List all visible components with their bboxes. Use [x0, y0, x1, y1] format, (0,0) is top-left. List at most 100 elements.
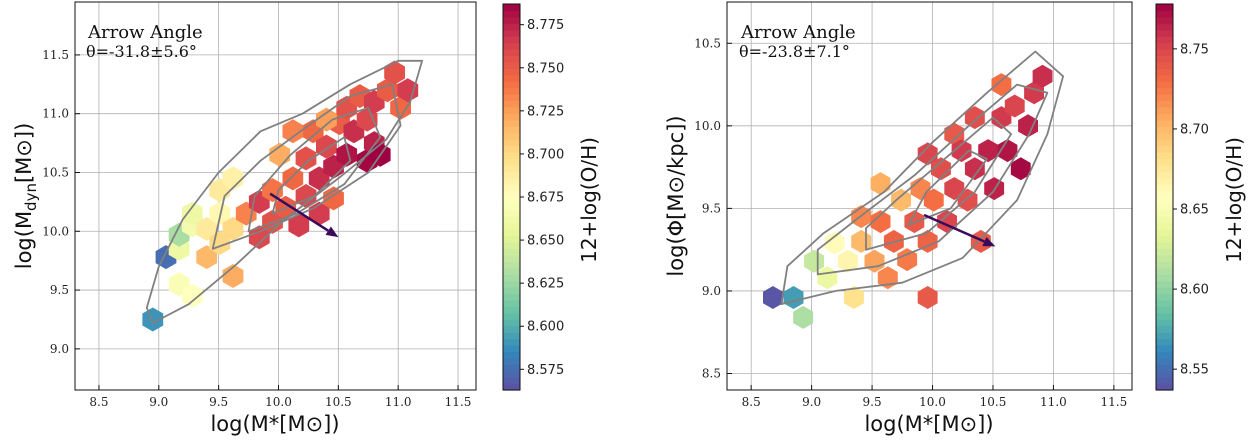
right-colorbar-segment — [1156, 133, 1173, 140]
right-colorbar-tick-label: 8.70 — [1180, 122, 1209, 137]
left-colorbar-tick-label: 8.650 — [527, 234, 564, 249]
left-colorbar-segment — [503, 371, 520, 378]
left-colorbar-segment — [503, 210, 520, 217]
left-colorbar-segment — [503, 101, 520, 108]
right-colorbar-segment — [1156, 345, 1173, 352]
right-colorbar-segment — [1156, 88, 1173, 95]
right-colorbar-segment — [1156, 319, 1173, 326]
left-colorbar-segment — [503, 300, 520, 307]
left-colorbar-segment — [503, 191, 520, 198]
right-colorbar-segment — [1156, 339, 1173, 346]
left-colorbar-segment — [503, 10, 520, 17]
left-colorbar-segment — [503, 55, 520, 62]
right-colorbar-segment — [1156, 17, 1173, 24]
left-colorbar-tick-label: 8.600 — [527, 320, 564, 335]
right-colorbar-segment — [1156, 197, 1173, 204]
left-ytick-label: 10.5 — [42, 165, 69, 179]
right-ytick-label: 10.0 — [694, 119, 721, 133]
left-arrow-head — [326, 226, 339, 237]
right-colorbar-segment — [1156, 62, 1173, 69]
left-colorbar-segment — [503, 326, 520, 333]
left-ylabel-sub: dyn — [22, 183, 40, 211]
left-ylabel: log(Mdyn[M⊙]) — [12, 123, 40, 270]
left-colorbar-segment — [503, 248, 520, 255]
right-colorbar-segment — [1156, 248, 1173, 255]
right-colorbar-segment — [1156, 139, 1173, 146]
right-ytick-label: 9.0 — [702, 284, 721, 298]
right-colorbar-segment — [1156, 377, 1173, 384]
left-colorbar-segment — [503, 43, 520, 50]
right-colorbar-tick-label: 8.75 — [1180, 42, 1209, 57]
right-xtick-label: 11.5 — [1101, 395, 1128, 409]
right-colorbar: 8.55 8.60 8.65 8.70 8.75 — [1156, 4, 1209, 391]
right-colorbar-segment — [1156, 43, 1173, 50]
left-colorbar-segment — [503, 255, 520, 262]
right-hexbin — [784, 286, 804, 309]
right-hexbin — [918, 286, 938, 309]
right-xlabel: log(M*[M⊙]) — [864, 412, 993, 436]
left-xlabel: log(M*[M⊙]) — [210, 412, 339, 436]
right-colorbar-segment — [1156, 113, 1173, 120]
right-colorbar-segment — [1156, 146, 1173, 153]
right-colorbar-segment — [1156, 306, 1173, 313]
right-colorbar-segment — [1156, 268, 1173, 275]
right-xtick-label: 11.0 — [1040, 395, 1067, 409]
left-colorbar-segment — [503, 281, 520, 288]
right-hexbin — [825, 232, 845, 255]
left-colorbar-segment — [503, 152, 520, 159]
right-annotation-value: θ=-23.8±7.1° — [739, 42, 850, 61]
left-colorbar-segment — [503, 268, 520, 275]
right-colorbar-segment — [1156, 184, 1173, 191]
right-hexbin — [763, 286, 783, 309]
right-colorbar-segment — [1156, 23, 1173, 30]
right-colorbar-segment — [1156, 274, 1173, 281]
left-colorbar-segment — [503, 171, 520, 178]
right-colorbar-segment — [1156, 101, 1173, 108]
left-ytick-label: 11.5 — [42, 48, 69, 62]
left-colorbar-tick-label: 8.725 — [527, 104, 564, 119]
right-colorbar-segment — [1156, 223, 1173, 230]
right-colorbar-segment — [1156, 75, 1173, 82]
left-colorbar-segment — [503, 242, 520, 249]
right-colorbar-segment — [1156, 210, 1173, 217]
right-colorbar-segment — [1156, 152, 1173, 159]
left-colorbar-segment — [503, 30, 520, 37]
left-colorbar-segment — [503, 75, 520, 82]
left-annotation-title: Arrow Angle — [87, 22, 203, 43]
left-colorbar-segment — [503, 49, 520, 56]
left-colorbar-segment — [503, 313, 520, 320]
right-colorbar-segment — [1156, 107, 1173, 114]
left-hexbins — [142, 61, 418, 332]
left-colorbar-segment — [503, 36, 520, 43]
left-colorbar-tick-label: 8.675 — [527, 191, 564, 206]
left-colorbar-segment — [503, 377, 520, 384]
right-xtick-label: 9.0 — [802, 395, 821, 409]
left-colorbar-segment — [503, 4, 520, 11]
right-annotation-title: Arrow Angle — [740, 22, 856, 43]
right-xtick-label: 10.0 — [919, 395, 946, 409]
left-colorbar-segment — [503, 287, 520, 294]
right-panel: 8.5 9.0 9.5 10.0 10.5 11.0 11.5 8.5 9.0 9.5 10.0 10… — [664, 2, 1246, 436]
right-colorbar-segment — [1156, 4, 1173, 11]
left-colorbar-segment — [503, 319, 520, 326]
left-colorbar-segment — [503, 120, 520, 127]
left-colorbar-segment — [503, 364, 520, 371]
right-colorbar-segment — [1156, 10, 1173, 17]
right-colorbar-segment — [1156, 120, 1173, 127]
right-ytick-label: 10.5 — [694, 36, 721, 50]
left-xtick-label: 9.0 — [149, 395, 168, 409]
right-colorbar-tick-label: 8.65 — [1180, 203, 1209, 218]
right-colorbar-segment — [1156, 326, 1173, 333]
right-ylabel: log(Φ[M⊙/kpc]) — [664, 115, 688, 276]
right-xtick-label: 9.5 — [863, 395, 882, 409]
left-xtick-label: 10.5 — [325, 395, 352, 409]
left-colorbar-segment — [503, 332, 520, 339]
right-colorbar-segment — [1156, 30, 1173, 37]
right-colorbar-segment — [1156, 178, 1173, 185]
left-colorbar-segment — [503, 107, 520, 114]
left-ylabel-rest: [M⊙]) — [12, 123, 36, 183]
right-colorbar-segment — [1156, 261, 1173, 268]
right-hexbin — [871, 172, 891, 195]
left-xtick-label: 10.0 — [265, 395, 292, 409]
